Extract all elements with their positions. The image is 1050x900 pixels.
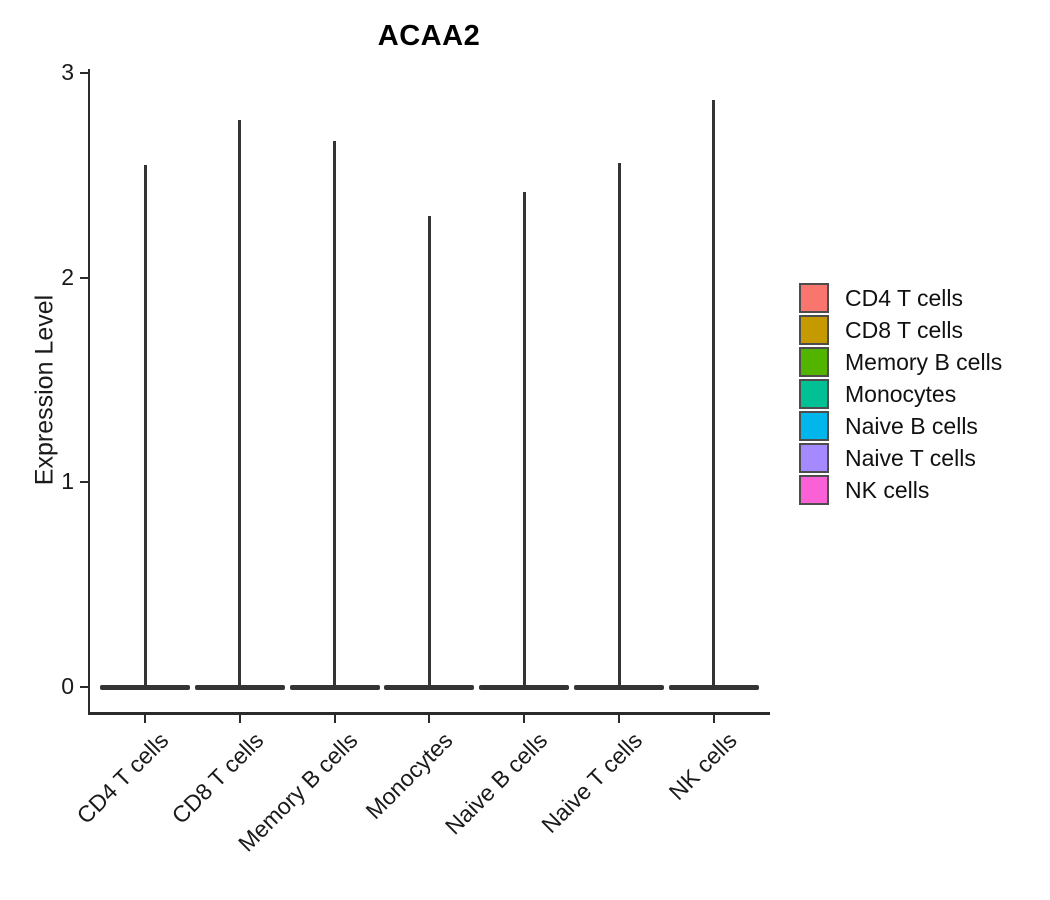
legend-swatch-cd4-t-cells [799, 283, 829, 313]
legend-label-naive-t-cells: Naive T cells [845, 444, 976, 471]
y-tick-1 [80, 481, 88, 484]
legend-item-monocytes: Monocytes [799, 379, 1002, 409]
y-axis-line [88, 69, 90, 715]
legend-label-cd8-t-cells: CD8 T cells [845, 316, 964, 343]
y-axis-label: Expression Level [30, 294, 59, 486]
y-tick-3 [80, 72, 88, 75]
violin-base-nk-cells [668, 685, 759, 690]
legend-item-cd4-t-cells: CD4 T cells [799, 283, 1002, 313]
x-tick-memory-b-cells [333, 715, 336, 723]
x-axis-label-naive-t-cells: Naive T cells [536, 727, 648, 838]
legend-swatch-monocytes [799, 379, 829, 409]
x-tick-cd8-t-cells [238, 715, 241, 723]
legend-item-nk-cells: NK cells [799, 475, 1002, 505]
y-tick-2 [80, 276, 88, 279]
y-tick-label-2: 2 [61, 263, 74, 290]
violin-spike-naive-t-cells [617, 163, 621, 687]
violin-base-cd8-t-cells [194, 685, 285, 690]
violin-spike-nk-cells [712, 99, 716, 687]
x-tick-monocytes [428, 715, 431, 723]
x-tick-nk-cells [712, 715, 715, 723]
x-tick-naive-b-cells [523, 715, 526, 723]
legend-label-nk-cells: NK cells [845, 476, 930, 503]
x-axis-label-nk-cells: NK cells [664, 727, 743, 806]
violin-base-naive-t-cells [574, 685, 664, 690]
y-tick-label-3: 3 [61, 59, 74, 86]
legend-label-cd4-t-cells: CD4 T cells [845, 284, 964, 311]
legend-item-naive-t-cells: Naive T cells [799, 443, 1002, 473]
x-axis-label-cd8-t-cells: CD8 T cells [166, 727, 269, 829]
x-axis-label-monocytes: Monocytes [360, 727, 458, 825]
violin-spike-memory-b-cells [333, 140, 337, 687]
x-axis-line [88, 712, 770, 715]
legend: CD4 T cells CD8 T cells Memory B cells Mono… [799, 283, 1002, 505]
violin-spike-monocytes [427, 216, 431, 687]
violin-spike-naive-b-cells [522, 191, 526, 687]
x-tick-cd4-t-cells [144, 715, 146, 723]
x-tick-naive-t-cells [618, 715, 620, 723]
legend-swatch-memory-b-cells [799, 347, 829, 377]
y-tick-0 [80, 686, 88, 688]
y-tick-label-1: 1 [61, 468, 74, 495]
violin-base-monocytes [384, 685, 475, 690]
violin-base-cd4-t-cells [100, 685, 190, 690]
violin-base-naive-b-cells [479, 685, 570, 690]
legend-label-memory-b-cells: Memory B cells [845, 348, 1003, 375]
legend-item-cd8-t-cells: CD8 T cells [799, 315, 1002, 345]
violin-spike-cd8-t-cells [238, 120, 242, 687]
plot-title: ACAA2 [377, 20, 481, 52]
violin-base-memory-b-cells [289, 685, 380, 690]
x-axis-label-cd4-t-cells: CD4 T cells [71, 727, 174, 829]
legend-swatch-nk-cells [799, 475, 829, 505]
violin-spike-cd4-t-cells [143, 165, 147, 687]
legend-swatch-naive-b-cells [799, 411, 829, 441]
legend-item-naive-b-cells: Naive B cells [799, 411, 1002, 441]
y-tick-label-0: 0 [61, 673, 74, 699]
legend-swatch-naive-t-cells [799, 443, 829, 473]
legend-label-naive-b-cells: Naive B cells [845, 412, 978, 439]
legend-label-monocytes: Monocytes [845, 380, 957, 407]
legend-item-memory-b-cells: Memory B cells [799, 347, 1002, 377]
legend-swatch-cd8-t-cells [799, 315, 829, 345]
